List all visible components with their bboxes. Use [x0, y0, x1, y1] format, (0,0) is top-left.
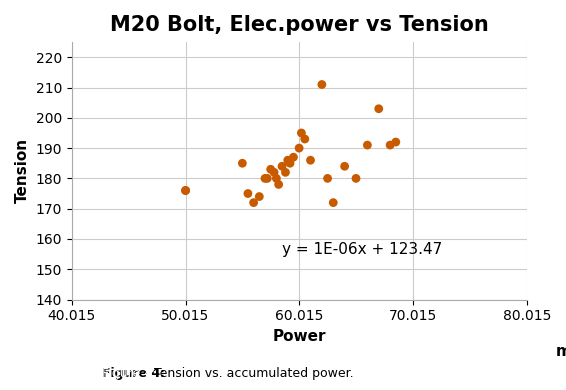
Point — [351, 175, 361, 181]
Point — [238, 160, 247, 167]
Point — [289, 154, 298, 160]
Text: Figure 4: Tension vs. accumulated power.: Figure 4: Tension vs. accumulated power. — [102, 367, 360, 380]
Point — [323, 175, 332, 181]
Point — [181, 187, 190, 193]
Point — [272, 175, 281, 181]
Text: Figure 4:: Figure 4: — [102, 367, 165, 380]
Point — [243, 190, 252, 197]
Text: Tension vs. accumulated power.: Tension vs. accumulated power. — [150, 367, 354, 380]
Point — [294, 145, 303, 151]
Point — [274, 181, 283, 188]
Text: mil.: mil. — [555, 344, 566, 359]
Point — [391, 139, 400, 145]
Point — [283, 157, 292, 163]
Point — [249, 200, 258, 206]
Point — [269, 169, 278, 176]
Point — [263, 175, 272, 181]
Point — [281, 169, 290, 176]
Point — [255, 193, 264, 200]
Point — [385, 142, 395, 148]
Point — [181, 187, 190, 193]
Text: y = 1E-06x + 123.47: y = 1E-06x + 123.47 — [282, 242, 442, 257]
Point — [297, 130, 306, 136]
Point — [329, 200, 338, 206]
Point — [340, 163, 349, 169]
Point — [306, 157, 315, 163]
X-axis label: Power: Power — [273, 329, 326, 344]
Point — [277, 163, 286, 169]
Point — [374, 106, 383, 112]
Point — [318, 82, 327, 88]
Point — [266, 166, 275, 172]
Point — [363, 142, 372, 148]
Title: M20 Bolt, Elec.power vs Tension: M20 Bolt, Elec.power vs Tension — [110, 15, 488, 35]
Y-axis label: Tension: Tension — [15, 138, 30, 203]
Point — [301, 136, 310, 142]
Point — [260, 175, 269, 181]
Point — [285, 160, 294, 167]
